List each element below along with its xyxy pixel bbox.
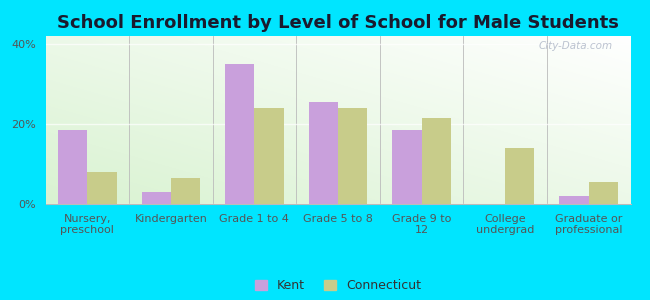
Bar: [225, 64, 254, 204]
Bar: [560, 196, 589, 204]
Bar: [142, 192, 171, 204]
Bar: [422, 118, 451, 204]
Bar: [393, 130, 422, 204]
Bar: [87, 172, 116, 204]
Bar: [589, 182, 618, 204]
Legend: Kent, Connecticut: Kent, Connecticut: [250, 274, 426, 297]
Bar: [338, 108, 367, 204]
Text: City-Data.com: City-Data.com: [539, 41, 613, 51]
Bar: [505, 148, 534, 204]
Title: School Enrollment by Level of School for Male Students: School Enrollment by Level of School for…: [57, 14, 619, 32]
Bar: [171, 178, 200, 204]
Bar: [254, 108, 283, 204]
Bar: [58, 130, 87, 204]
Bar: [309, 102, 338, 204]
